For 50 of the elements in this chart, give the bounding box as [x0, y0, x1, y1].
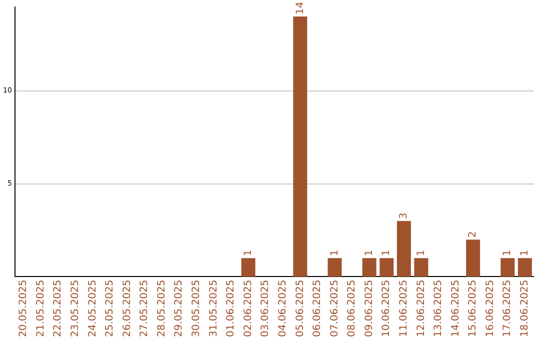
- bar: [380, 258, 394, 277]
- x-tick-label: 11.06.2025: [398, 280, 410, 338]
- x-tick-label: 24.05.2025: [87, 280, 98, 338]
- x-tick-label: 07.06.2025: [329, 280, 340, 338]
- x-tick-label: 16.06.2025: [484, 280, 496, 338]
- data-label: 3: [398, 212, 410, 219]
- x-tick-label: 27.05.2025: [139, 280, 150, 338]
- data-label: 1: [329, 250, 340, 256]
- x-tick-label: 02.06.2025: [242, 280, 254, 338]
- bar: [518, 258, 532, 277]
- bar: [500, 258, 515, 277]
- x-tick-label: 28.05.2025: [156, 280, 168, 338]
- data-label: 1: [242, 250, 254, 256]
- bar: [241, 258, 256, 277]
- x-tick-label: 31.05.2025: [208, 280, 220, 338]
- data-label: 1: [520, 250, 531, 256]
- bar: [328, 258, 342, 277]
- x-tick-label: 13.06.2025: [433, 280, 444, 338]
- x-tick-label: 05.06.2025: [294, 280, 306, 338]
- data-label: 1: [416, 250, 427, 256]
- x-tick-label: 12.06.2025: [416, 280, 427, 338]
- x-tick-label: 03.06.2025: [260, 280, 272, 338]
- x-tick-label: 22.05.2025: [52, 280, 64, 338]
- x-tick-label: 10.06.2025: [381, 280, 392, 338]
- x-tick-label: 29.05.2025: [174, 280, 185, 338]
- x-tick-label: 09.06.2025: [364, 280, 375, 338]
- data-label: 1: [381, 250, 392, 256]
- x-tick-label: 01.06.2025: [226, 280, 237, 338]
- x-tick-label: 04.06.2025: [277, 280, 288, 338]
- x-tick-label: 18.06.2025: [520, 280, 531, 338]
- bar: [362, 258, 376, 277]
- bar: [466, 240, 480, 277]
- x-tick-label: 08.06.2025: [346, 280, 358, 338]
- bar: [396, 220, 411, 277]
- x-tick-label: 30.05.2025: [191, 280, 202, 338]
- x-tick-label: 26.05.2025: [122, 280, 133, 338]
- x-tick-label: 14.06.2025: [450, 280, 462, 338]
- data-label: 1: [502, 250, 514, 256]
- data-label: 2: [468, 231, 479, 238]
- x-tick-label: 15.06.2025: [468, 280, 479, 338]
- bar: [414, 258, 428, 277]
- data-label: 1: [364, 250, 375, 256]
- bar: [293, 16, 308, 277]
- x-tick-label: 06.06.2025: [312, 280, 324, 338]
- x-tick-label: 17.06.2025: [502, 280, 514, 338]
- x-tick-label: 20.05.2025: [18, 280, 30, 338]
- x-tick-label: 21.05.2025: [35, 280, 46, 338]
- x-tick-label: 25.05.2025: [104, 280, 116, 338]
- x-tick-label: 23.05.2025: [70, 280, 82, 338]
- data-label: 14: [294, 2, 306, 14]
